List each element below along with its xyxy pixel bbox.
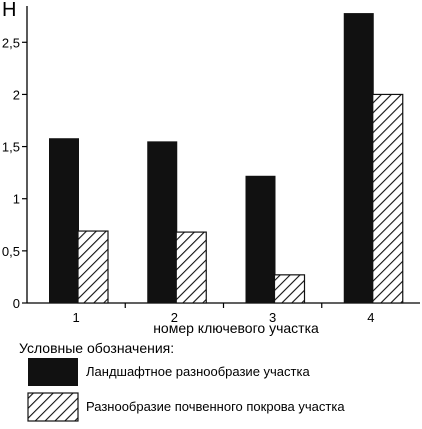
y-tick-label: 2,5 — [2, 35, 20, 50]
y-tick-label: 0 — [13, 296, 20, 311]
x-axis-title: номер ключевого участка — [153, 320, 319, 336]
y-tick-label: 1 — [13, 192, 20, 207]
bars — [49, 13, 404, 304]
x-tick-label: 4 — [367, 310, 374, 325]
legend-label-1: Ландшафтное разнообразие участка — [86, 364, 310, 379]
y-tick-label: 0,5 — [2, 244, 20, 259]
legend-swatch-hatched — [27, 392, 79, 422]
x-tick-label: 2 — [171, 310, 178, 325]
bar-solid — [343, 13, 374, 303]
bar-hatched — [273, 274, 306, 304]
x-tick-label: 3 — [269, 310, 276, 325]
bar-solid — [147, 141, 178, 303]
bar-hatched — [77, 230, 109, 304]
bar-solid — [49, 138, 79, 303]
x-tick-label: 1 — [73, 310, 80, 325]
y-tick-label: 2 — [13, 87, 20, 102]
y-axis-title: H — [2, 0, 16, 21]
bar-hatched — [372, 93, 404, 304]
y-tick-label: 1,5 — [2, 140, 20, 155]
labels: H номер ключевого участка — [2, 0, 319, 336]
legend-title: Условные обозначения: — [19, 340, 174, 356]
legend-label-2: Разнообразие почвенного покрова участка — [86, 399, 345, 414]
legend: Условные обозначения: Ландшафтное разноо… — [19, 340, 345, 422]
legend-swatch-solid — [28, 358, 78, 386]
bar-solid — [245, 175, 276, 303]
bar-hatched — [175, 231, 207, 304]
